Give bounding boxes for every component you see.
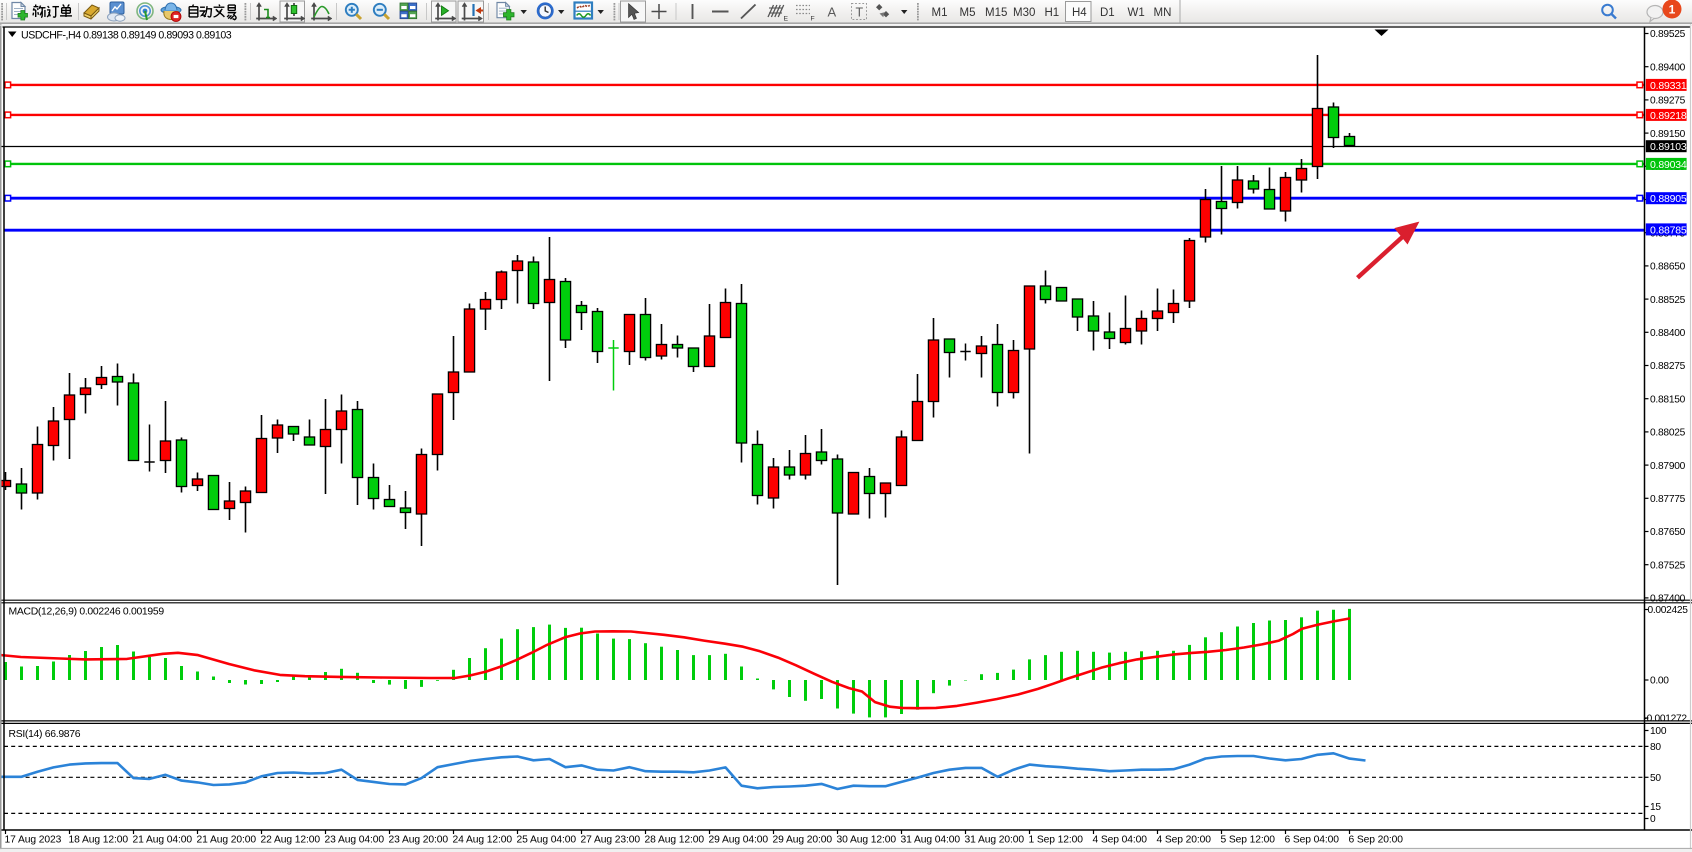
svg-text:0.89275: 0.89275	[1650, 96, 1686, 107]
svg-text:30 Aug 12:00: 30 Aug 12:00	[837, 835, 897, 846]
svg-text:0.89150: 0.89150	[1650, 129, 1686, 140]
svg-text:0.88025: 0.88025	[1650, 428, 1686, 439]
svg-text:M15: M15	[985, 7, 1007, 19]
svg-text:0.89218: 0.89218	[1650, 110, 1687, 122]
svg-text:21 Aug 20:00: 21 Aug 20:00	[197, 835, 257, 846]
svg-text:H4: H4	[1072, 7, 1087, 19]
svg-text:0.88275: 0.88275	[1650, 361, 1686, 372]
svg-text:28 Aug 12:00: 28 Aug 12:00	[645, 835, 705, 846]
svg-text:0.87775: 0.87775	[1650, 494, 1686, 505]
svg-text:USDCHF-,H4 0.89138 0.89149 0.: USDCHF-,H4 0.89138 0.89149 0.89093 0.891…	[21, 30, 232, 42]
svg-text:0.88650: 0.88650	[1650, 262, 1686, 273]
svg-text:A: A	[828, 5, 837, 20]
svg-text:15: 15	[1650, 802, 1661, 813]
svg-text:0.002425: 0.002425	[1648, 605, 1689, 616]
svg-text:27 Aug 23:00: 27 Aug 23:00	[581, 835, 641, 846]
svg-text:0.88525: 0.88525	[1650, 295, 1686, 306]
svg-text:1 Sep 12:00: 1 Sep 12:00	[1029, 835, 1084, 846]
svg-text:0.88785: 0.88785	[1650, 224, 1687, 236]
svg-text:31 Aug 04:00: 31 Aug 04:00	[901, 835, 961, 846]
svg-text:23 Aug 20:00: 23 Aug 20:00	[389, 835, 449, 846]
svg-text:24 Aug 12:00: 24 Aug 12:00	[453, 835, 513, 846]
svg-text:MACD(12,26,9) 0.002246 0.00195: MACD(12,26,9) 0.002246 0.001959	[9, 607, 165, 618]
svg-text:29 Aug 04:00: 29 Aug 04:00	[709, 835, 769, 846]
svg-text:0.89034: 0.89034	[1650, 159, 1687, 171]
svg-text:0.87650: 0.87650	[1650, 527, 1686, 538]
svg-text:31 Aug 20:00: 31 Aug 20:00	[965, 835, 1025, 846]
svg-text:D1: D1	[1100, 7, 1115, 19]
svg-text:0.87900: 0.87900	[1650, 461, 1686, 472]
svg-text:W1: W1	[1128, 7, 1145, 19]
svg-text:0.87525: 0.87525	[1650, 560, 1686, 571]
svg-text:29 Aug 20:00: 29 Aug 20:00	[773, 835, 833, 846]
svg-text:0: 0	[1650, 814, 1656, 825]
svg-text:21 Aug 04:00: 21 Aug 04:00	[133, 835, 193, 846]
svg-text:17 Aug 2023: 17 Aug 2023	[5, 835, 62, 846]
svg-text:0.88905: 0.88905	[1650, 193, 1687, 205]
svg-text:-0.001272: -0.001272	[1644, 714, 1688, 725]
svg-text:4 Sep 04:00: 4 Sep 04:00	[1093, 835, 1148, 846]
svg-text:0.89525: 0.89525	[1650, 29, 1686, 40]
svg-text:80: 80	[1650, 742, 1661, 753]
svg-text:6 Sep 20:00: 6 Sep 20:00	[1349, 835, 1404, 846]
svg-text:23 Aug 04:00: 23 Aug 04:00	[325, 835, 385, 846]
svg-text:0.88400: 0.88400	[1650, 328, 1686, 339]
svg-text:0.00: 0.00	[1650, 676, 1669, 687]
svg-text:6 Sep 04:00: 6 Sep 04:00	[1285, 835, 1340, 846]
svg-text:F: F	[811, 16, 815, 23]
svg-text:4 Sep 20:00: 4 Sep 20:00	[1157, 835, 1212, 846]
svg-text:50: 50	[1650, 773, 1661, 784]
svg-text:0.89331: 0.89331	[1650, 80, 1687, 92]
svg-text:E: E	[784, 16, 789, 23]
svg-text:M5: M5	[960, 7, 976, 19]
svg-text:100: 100	[1650, 726, 1667, 737]
svg-text:RSI(14) 66.9876: RSI(14) 66.9876	[9, 729, 81, 740]
svg-text:0.87400: 0.87400	[1650, 594, 1686, 605]
svg-text:22 Aug 12:00: 22 Aug 12:00	[261, 835, 321, 846]
svg-text:0.89103: 0.89103	[1650, 141, 1687, 153]
svg-text:0.88150: 0.88150	[1650, 394, 1686, 405]
svg-text:H1: H1	[1045, 7, 1060, 19]
svg-text:5 Sep 12:00: 5 Sep 12:00	[1221, 835, 1276, 846]
svg-text:1: 1	[1669, 3, 1676, 17]
svg-text:18 Aug 12:00: 18 Aug 12:00	[69, 835, 129, 846]
svg-text:M30: M30	[1013, 7, 1035, 19]
svg-text:0.89400: 0.89400	[1650, 62, 1686, 73]
svg-text:M1: M1	[932, 7, 948, 19]
svg-text:T: T	[856, 6, 864, 20]
svg-text:MN: MN	[1154, 7, 1172, 19]
svg-text:25 Aug 04:00: 25 Aug 04:00	[517, 835, 577, 846]
